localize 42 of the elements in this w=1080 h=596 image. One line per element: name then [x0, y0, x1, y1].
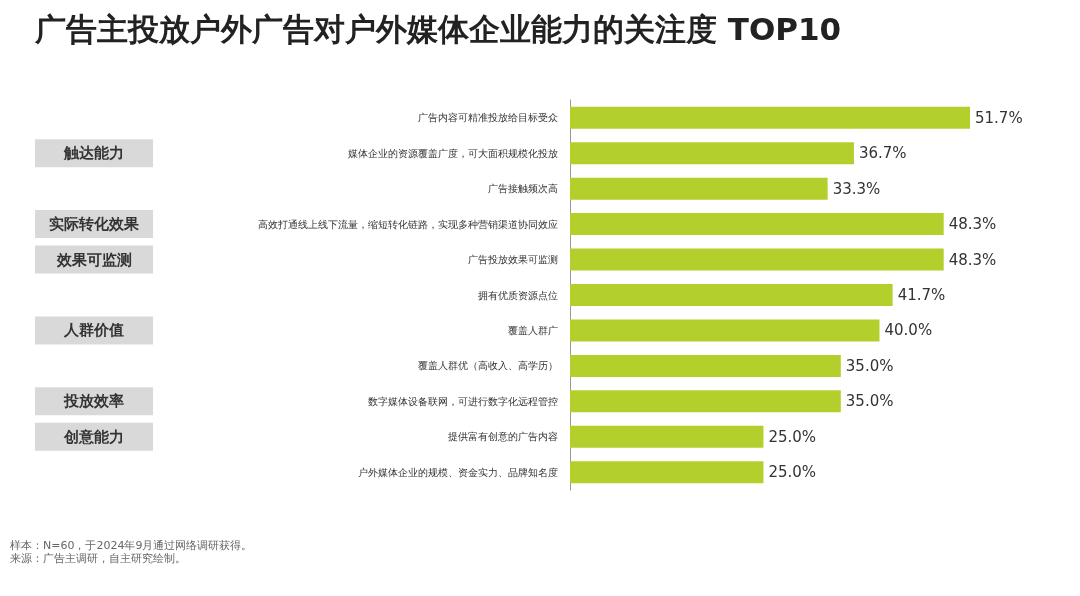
y-tick-label: 广告投放效果可监测	[468, 254, 558, 266]
y-tick-label: 拥有优质资源点位	[478, 289, 558, 301]
text: 创意能力	[63, 427, 124, 446]
data-label: 41.7%	[897, 286, 946, 304]
data-label: 25.0%	[768, 463, 817, 482]
data-label: 25.0%	[768, 427, 817, 446]
data-label: 36.7%	[858, 144, 907, 163]
data-label: 33.3%	[832, 179, 881, 198]
source-note: 来源：广告主调研，自主研究绘制。	[10, 552, 186, 565]
data-label: 48.3%	[948, 250, 997, 269]
text: 实际转化效果	[49, 215, 140, 234]
data-label: 35.0%	[845, 392, 894, 411]
text: 投放效率	[63, 392, 124, 411]
y-tick-label: 提供富有创意的广告内容	[448, 431, 558, 443]
y-tick-label: 户外媒体企业的规模、资金实力、品牌知名度	[358, 466, 558, 478]
y-tick-label: 广告内容可精准投放给目标受众	[418, 112, 558, 124]
y-tick-label: 覆盖人群优（高收入、高学历）	[418, 360, 558, 372]
bar	[570, 248, 944, 271]
bar	[570, 142, 854, 165]
chart-title: 广告主投放户外广告对户外媒体企业能力的关注度 TOP10	[34, 10, 842, 47]
data-label: 35.0%	[845, 356, 894, 375]
data-label: 51.7%	[975, 108, 1023, 127]
text: 样本：N=60，于2024年9月通过网络调研获得。	[10, 539, 253, 552]
data-label: 40.0%	[884, 321, 933, 340]
y-tick-label: 广告接触频次高	[488, 183, 558, 195]
text: 人群价值	[63, 321, 124, 340]
bar	[570, 319, 880, 342]
bar	[570, 213, 944, 236]
bar	[570, 425, 764, 448]
bar	[570, 461, 764, 484]
y-tick-label: 覆盖人群广	[508, 324, 558, 336]
data-label: 48.3%	[948, 215, 997, 234]
bar	[570, 354, 841, 377]
bar	[570, 390, 841, 413]
text: 触达能力	[63, 144, 124, 163]
bar	[570, 284, 893, 306]
text: 效果可监测	[55, 250, 132, 269]
y-tick-label: 数字媒体设备联网，可进行数字化远程管控	[368, 395, 558, 407]
bar	[570, 106, 970, 129]
y-tick-label: 高效打通线上线下流量，缩短转化链路，实现多种营销渠道协同效应	[258, 218, 558, 230]
bar	[570, 177, 828, 200]
y-tick-label: 媒体企业的资源覆盖广度，可大面积规模化投放	[348, 147, 558, 159]
